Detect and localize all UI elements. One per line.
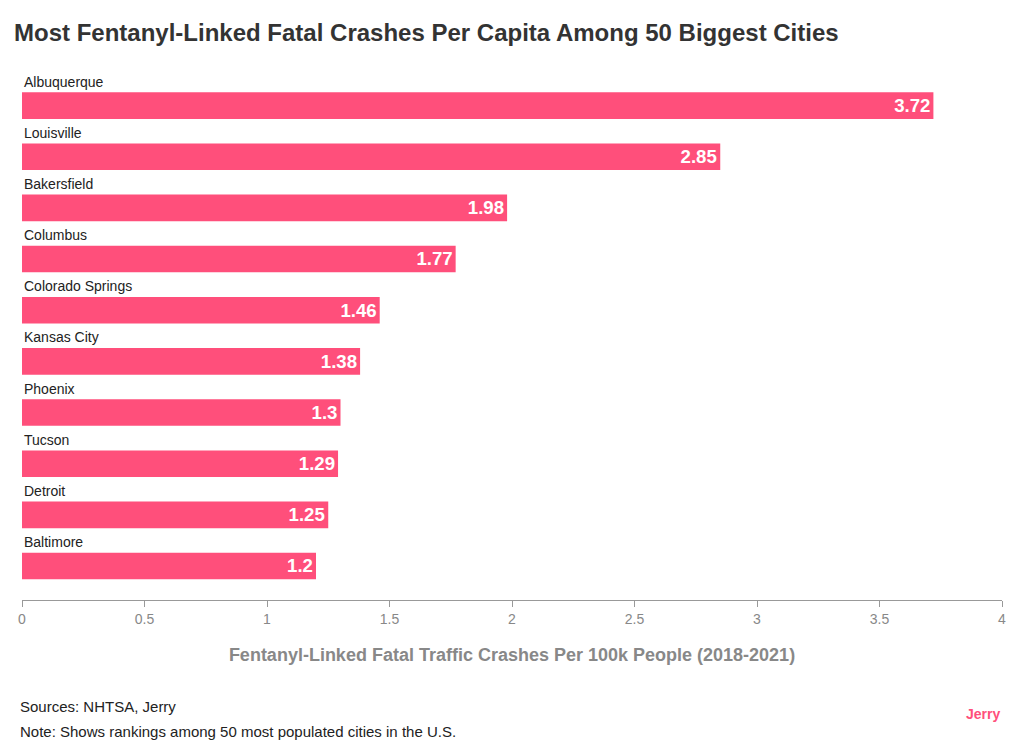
svg-text:2: 2 (508, 611, 516, 627)
svg-text:Jerry: Jerry (966, 706, 1000, 722)
svg-text:1.25: 1.25 (289, 504, 325, 525)
svg-text:0.5: 0.5 (135, 611, 155, 627)
svg-text:Phoenix: Phoenix (24, 381, 75, 397)
svg-text:3.72: 3.72 (894, 95, 930, 116)
svg-text:Albuquerque: Albuquerque (24, 74, 104, 90)
svg-text:1.98: 1.98 (468, 197, 504, 218)
svg-text:Fentanyl-Linked Fatal Traffic: Fentanyl-Linked Fatal Traffic Crashes Pe… (229, 645, 795, 665)
svg-text:Most Fentanyl-Linked Fatal Cra: Most Fentanyl-Linked Fatal Crashes Per C… (14, 19, 839, 46)
svg-text:Louisville: Louisville (24, 125, 82, 141)
svg-text:2.5: 2.5 (625, 611, 645, 627)
svg-text:Detroit: Detroit (24, 483, 65, 499)
svg-text:1: 1 (263, 611, 271, 627)
svg-text:Bakersfield: Bakersfield (24, 176, 93, 192)
svg-text:Sources: NHTSA, Jerry: Sources: NHTSA, Jerry (20, 698, 176, 715)
svg-text:3: 3 (753, 611, 761, 627)
svg-text:Columbus: Columbus (24, 227, 87, 243)
svg-text:Colorado Springs: Colorado Springs (24, 278, 132, 294)
svg-text:1.77: 1.77 (416, 248, 452, 269)
svg-text:1.29: 1.29 (299, 453, 335, 474)
svg-text:Kansas City: Kansas City (24, 329, 99, 345)
svg-text:4: 4 (998, 611, 1006, 627)
svg-text:0: 0 (18, 611, 26, 627)
svg-text:1.5: 1.5 (380, 611, 400, 627)
svg-text:Note: Shows rankings among 50: Note: Shows rankings among 50 most popul… (20, 723, 456, 740)
svg-text:Baltimore: Baltimore (24, 534, 83, 550)
svg-text:1.3: 1.3 (312, 402, 338, 423)
svg-text:3.5: 3.5 (870, 611, 890, 627)
svg-text:1.2: 1.2 (287, 555, 313, 576)
svg-text:Tucson: Tucson (24, 432, 69, 448)
svg-text:1.46: 1.46 (340, 300, 376, 321)
svg-text:1.38: 1.38 (321, 351, 357, 372)
svg-text:2.85: 2.85 (681, 146, 717, 167)
